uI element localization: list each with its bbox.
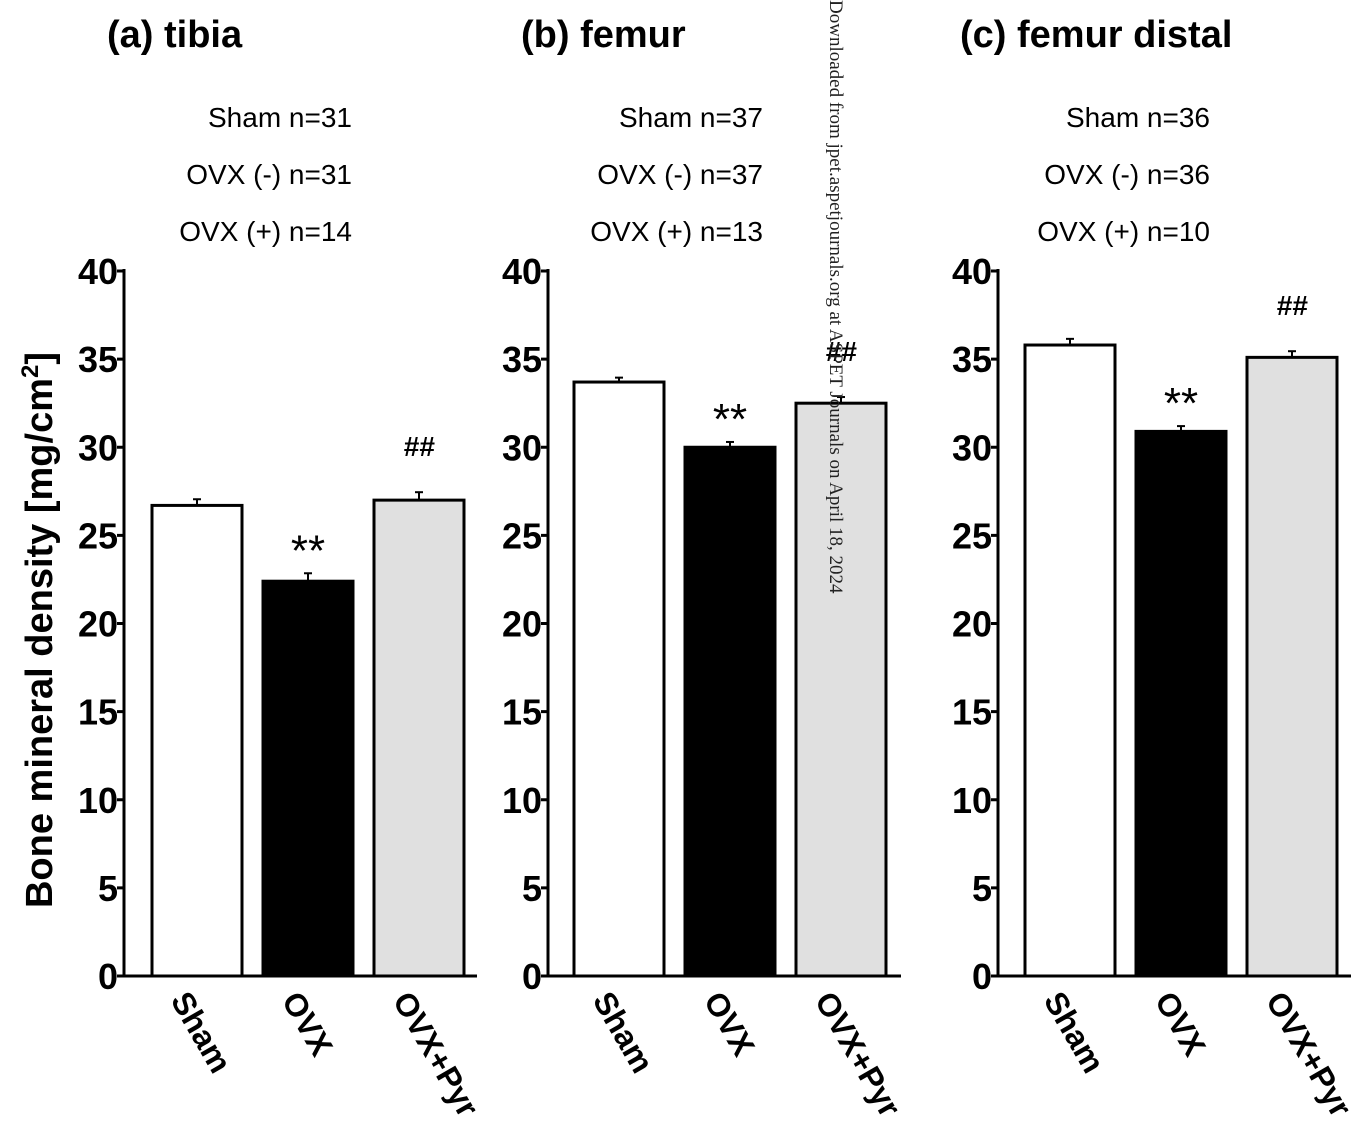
- y-tick-label: 35: [502, 339, 542, 380]
- panel-title: (a) tibia: [107, 14, 243, 56]
- sample-size-label: Sham n=36: [1066, 102, 1210, 133]
- y-tick-label: 10: [78, 780, 118, 821]
- category-label: Sham: [586, 986, 661, 1079]
- bar-ovx+pyr: [1245, 355, 1339, 978]
- significance-pyr-label: ##: [825, 336, 857, 367]
- significance-ovx-label: **: [1164, 379, 1198, 428]
- sample-size-label: OVX (+) n=10: [1037, 216, 1210, 247]
- significance-pyr-label: ##: [1276, 290, 1308, 321]
- significance-pyr-label: ##: [403, 431, 435, 462]
- y-tick-label: 40: [952, 251, 992, 292]
- y-tick-label: 20: [952, 604, 992, 645]
- sample-size-label: Sham n=31: [208, 102, 352, 133]
- category-label: OVX: [697, 986, 762, 1063]
- category-label: OVX+Pyr: [386, 986, 486, 1123]
- category-label: OVX: [275, 986, 340, 1063]
- bar-ovx: [683, 445, 777, 978]
- chart-panel-1: (a) tibia Sham n=31 OVX (-) n=31 OVX (+) n=…: [78, 14, 486, 1123]
- y-tick-label: 40: [78, 251, 118, 292]
- sample-size-label: OVX (-) n=36: [1044, 159, 1210, 190]
- bar-sham: [572, 380, 666, 978]
- category-label: OVX+Pyr: [1259, 986, 1359, 1123]
- y-tick-label: 15: [78, 692, 118, 733]
- sample-size-label: Sham n=37: [619, 102, 763, 133]
- chart-panel-3: (c) femur distal Sham n=36 OVX (-) n=36 OVX…: [952, 14, 1359, 1123]
- download-watermark: Downloaded from jpet.aspetjournals.org a…: [822, 0, 852, 600]
- y-tick-label: 0: [972, 956, 992, 997]
- y-tick-label: 25: [952, 515, 992, 556]
- y-tick-label: 40: [502, 251, 542, 292]
- panel-title: (b) femur: [521, 14, 686, 56]
- category-label: Sham: [164, 986, 239, 1079]
- panel-title: (c) femur distal: [960, 14, 1232, 56]
- y-tick-label: 20: [502, 604, 542, 645]
- y-tick-label: 35: [952, 339, 992, 380]
- bar-sham: [1023, 343, 1117, 978]
- y-tick-label: 25: [78, 515, 118, 556]
- y-tick-label: 25: [502, 515, 542, 556]
- sample-size-label: OVX (+) n=14: [179, 216, 352, 247]
- watermark-text: Downloaded from jpet.aspetjournals.org a…: [825, 0, 846, 594]
- y-tick-label: 15: [502, 692, 542, 733]
- significance-ovx-label: **: [713, 395, 747, 444]
- bar-sham: [150, 503, 244, 978]
- bar-ovx+pyr: [794, 401, 888, 978]
- y-tick-label: 30: [78, 427, 118, 468]
- y-tick-label: 35: [78, 339, 118, 380]
- category-label: OVX: [1148, 986, 1213, 1063]
- y-tick-label: 0: [522, 956, 542, 997]
- category-label: OVX+Pyr: [808, 986, 908, 1123]
- y-tick-label: 30: [502, 427, 542, 468]
- category-label: Sham: [1037, 986, 1112, 1079]
- y-tick-label: 0: [98, 956, 118, 997]
- y-tick-label: 5: [972, 868, 992, 909]
- sample-size-label: OVX (-) n=37: [597, 159, 763, 190]
- y-tick-label: 10: [952, 780, 992, 821]
- y-tick-label: 5: [98, 868, 118, 909]
- significance-ovx-label: **: [291, 526, 325, 575]
- y-tick-label: 15: [952, 692, 992, 733]
- y-tick-label: 20: [78, 604, 118, 645]
- y-tick-label: 30: [952, 427, 992, 468]
- y-tick-label: 5: [522, 868, 542, 909]
- y-tick-label: 10: [502, 780, 542, 821]
- sample-size-label: OVX (+) n=13: [590, 216, 763, 247]
- bar-ovx+pyr: [372, 498, 466, 978]
- y-axis-label: Bone mineral density [mg/cm2]: [17, 352, 61, 908]
- bar-ovx: [261, 579, 355, 978]
- sample-size-label: OVX (-) n=31: [186, 159, 352, 190]
- bar-ovx: [1134, 429, 1228, 978]
